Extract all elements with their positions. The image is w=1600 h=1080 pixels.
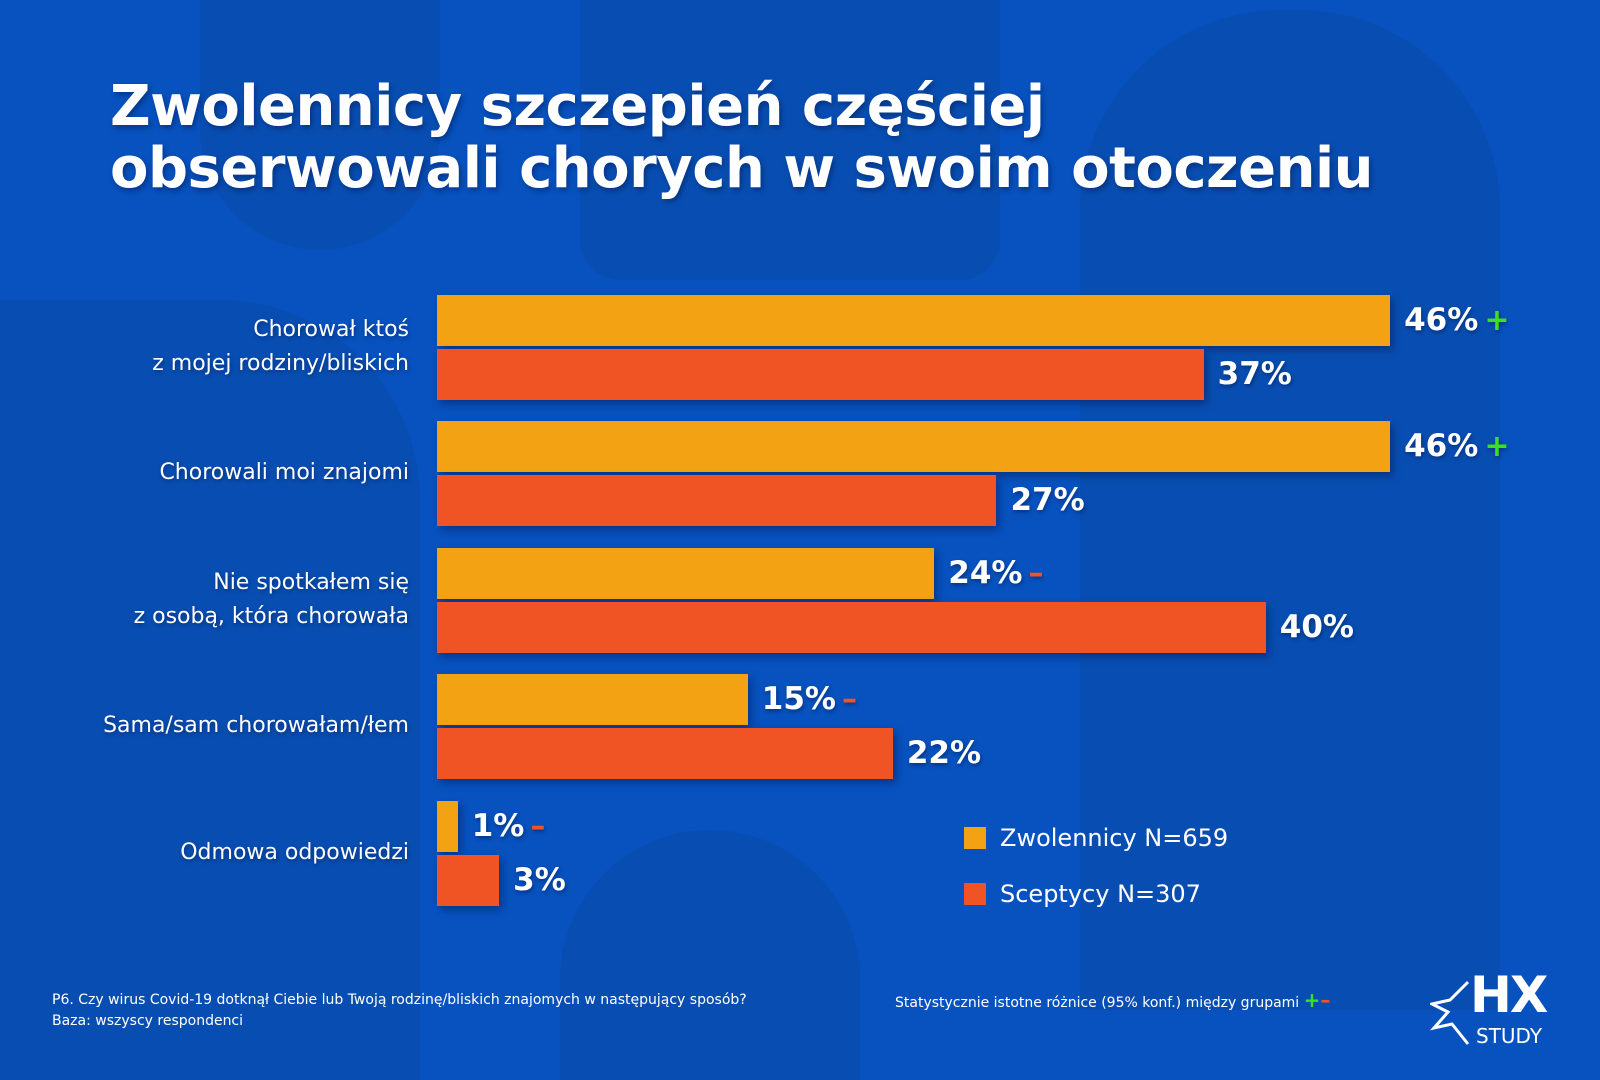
- bar-sceptycy: [437, 349, 1204, 400]
- legend-swatch: [964, 827, 986, 849]
- value-text: 27%: [1010, 482, 1085, 518]
- minus-icon: –: [1320, 988, 1331, 1012]
- minus-icon: –: [842, 682, 857, 717]
- bar-zwolennicy: [437, 674, 748, 725]
- logo-subtext: STUDY: [1476, 1024, 1543, 1048]
- plus-icon: +: [1303, 988, 1321, 1012]
- background-decoration: [1080, 10, 1500, 1010]
- legend-label: Sceptycy N=307: [1000, 880, 1201, 908]
- significance-text: Statystycznie istotne różnice (95% konf.…: [895, 995, 1300, 1011]
- data-label: 24% –: [948, 548, 1043, 599]
- data-label: 22%: [907, 728, 981, 779]
- value-text: 1%: [471, 808, 525, 844]
- title-line-2: obserwowali chorych w swoim otoczeniu: [110, 136, 1374, 201]
- value-text: 46%: [1404, 302, 1479, 338]
- minus-icon: –: [1028, 556, 1044, 591]
- data-label: 15% –: [762, 674, 857, 725]
- background-decoration: [580, 0, 1000, 280]
- plus-icon: +: [1484, 303, 1510, 338]
- category-label-line: z mojej rodziny/bliskich: [152, 351, 409, 376]
- category-label-line: Chorował ktoś: [253, 317, 409, 342]
- category-label-line: Odmowa odpowiedzi: [180, 840, 409, 865]
- plus-icon: +: [1484, 429, 1510, 464]
- value-text: 46%: [1404, 428, 1479, 464]
- hx-study-logo: HX STUDY: [1430, 966, 1560, 1048]
- bar-zwolennicy: [437, 421, 1391, 472]
- category-label-line: Nie spotkałem się: [213, 570, 409, 595]
- base-text: Baza: wszyscy respondenci: [52, 1013, 244, 1029]
- category-label-line: Sama/sam chorowałam/łem: [103, 713, 409, 738]
- bar-zwolennicy: [437, 295, 1391, 346]
- logo-text: HX: [1470, 966, 1548, 1024]
- data-label: 3%: [513, 855, 566, 906]
- legend-item-zwolennicy: Zwolennicy N=659: [964, 824, 1228, 852]
- data-label: 27%: [1010, 475, 1084, 526]
- category-label: Chorowali moi znajomi: [9, 456, 409, 490]
- category-label: Odmowa odpowiedzi: [9, 836, 409, 870]
- value-text: 15%: [761, 681, 836, 717]
- bar-sceptycy: [437, 728, 893, 779]
- category-label: Chorował ktoś z mojej rodziny/bliskich: [9, 313, 409, 381]
- category-label-line: Chorowali moi znajomi: [159, 460, 409, 485]
- data-label: 46% +: [1404, 295, 1509, 346]
- background-decoration: [200, 0, 440, 250]
- footer-notes: P6. Czy wirus Covid-19 dotknął Ciebie lu…: [52, 990, 747, 1032]
- value-text: 24%: [948, 555, 1023, 591]
- category-label: Sama/sam chorowałam/łem: [9, 709, 409, 743]
- title-line-1: Zwolennicy szczepień częściej: [110, 74, 1045, 139]
- background-decoration: [560, 830, 860, 1080]
- data-label: 46% +: [1404, 421, 1509, 472]
- bar-zwolennicy: [437, 548, 935, 599]
- bar-sceptycy: [437, 602, 1266, 653]
- minus-icon: –: [530, 809, 546, 844]
- bar-sceptycy: [437, 855, 500, 906]
- value-text: 3%: [513, 862, 566, 898]
- question-text: P6. Czy wirus Covid-19 dotknął Ciebie lu…: [52, 992, 747, 1008]
- logo-star-icon: [1430, 980, 1470, 1045]
- value-text: 40%: [1279, 609, 1354, 645]
- data-label: 40%: [1280, 602, 1354, 653]
- legend-swatch: [964, 883, 986, 905]
- value-text: 37%: [1217, 356, 1292, 392]
- bar-zwolennicy: [437, 801, 458, 852]
- category-label-line: z osobą, która chorowała: [133, 604, 409, 629]
- category-label: Nie spotkałem się z osobą, która chorował…: [9, 566, 409, 634]
- value-text: 22%: [906, 735, 982, 771]
- background-decoration: [0, 300, 420, 1080]
- page-title: Zwolennicy szczepień częściej obserwowali…: [110, 74, 1374, 201]
- data-label: 37%: [1218, 349, 1292, 400]
- significance-note: Statystycznie istotne różnice (95% konf.…: [895, 990, 1330, 1014]
- bar-sceptycy: [437, 475, 997, 526]
- data-label: 1% –: [472, 801, 546, 852]
- legend-label: Zwolennicy N=659: [1000, 824, 1229, 852]
- legend-item-sceptycy: Sceptycy N=307: [964, 880, 1201, 908]
